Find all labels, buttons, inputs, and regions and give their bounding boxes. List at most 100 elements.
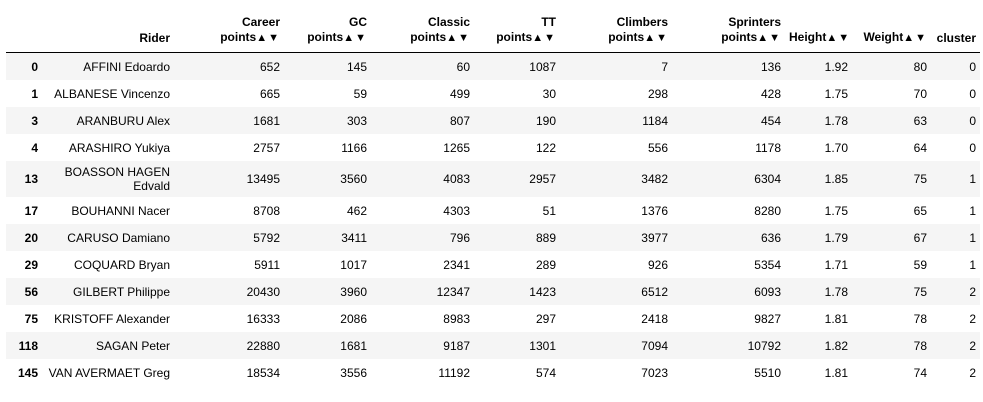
- table-cell: 454: [760, 113, 781, 128]
- sort-ascending-icon[interactable]: ▲: [826, 32, 839, 44]
- rider-name-cell: AFFINI Edoardo: [83, 59, 170, 74]
- table-row: 118 SAGAN Peter 22880 1681 9187 1301 7094 10792…: [6, 332, 980, 359]
- index-header: [6, 6, 42, 53]
- table-cell: 926: [647, 257, 668, 272]
- column-header-height[interactable]: Height▲▼: [785, 6, 852, 53]
- table-cell: 298: [647, 86, 668, 101]
- table-header: Rider Career points▲▼ GC points▲▼ Classic poin…: [6, 6, 980, 53]
- table-cell: 428: [760, 86, 781, 101]
- column-header-points-gc[interactable]: GC points▲▼: [284, 6, 371, 53]
- dataframe-table: Rider Career points▲▼ GC points▲▼ Classic poin…: [6, 6, 980, 386]
- table-row: 13 BOASSON HAGEN Edvald 13495 3560 4083 2957 3…: [6, 161, 980, 197]
- column-header-line1: Sprinters: [728, 15, 781, 29]
- sort-ascending-icon[interactable]: ▲: [446, 32, 459, 44]
- column-header-points-classic[interactable]: Classic points▲▼: [371, 6, 474, 53]
- table-row: 56 GILBERT Philippe 20430 3960 12347 1423 6512…: [6, 278, 980, 305]
- table-cell: 0: [969, 113, 976, 128]
- table-cell: 7094: [641, 338, 668, 353]
- row-index: 3: [31, 113, 38, 128]
- table-cell: 3411: [341, 230, 367, 245]
- table-cell: 78: [913, 338, 927, 353]
- column-header-label: cluster: [936, 31, 976, 45]
- sort-ascending-icon[interactable]: ▲: [343, 32, 356, 44]
- table-cell: 9187: [443, 338, 470, 353]
- column-header-points-tt[interactable]: TT points▲▼: [474, 6, 560, 53]
- column-header-points-career[interactable]: Career points▲▼: [174, 6, 284, 53]
- sort-ascending-icon[interactable]: ▲: [757, 32, 770, 44]
- row-index: 20: [24, 230, 38, 245]
- table-cell: 0: [969, 140, 976, 155]
- column-header-points-sprinters[interactable]: Sprinters points▲▼: [672, 6, 785, 53]
- rider-name-cell: CARUSO Damiano: [67, 230, 170, 245]
- column-header-label: points: [410, 30, 447, 44]
- rider-name-cell: ARASHIRO Yukiya: [68, 140, 170, 155]
- row-index: 29: [24, 257, 38, 272]
- table-cell: 30: [542, 86, 556, 101]
- table-row: 20 CARUSO Damiano 5792 3411 796 889 3977 636 1.7…: [6, 224, 980, 251]
- table-cell: 1: [969, 257, 976, 272]
- table-cell: 7: [661, 59, 668, 74]
- row-index: 145: [17, 365, 38, 380]
- sort-ascending-icon[interactable]: ▲: [256, 32, 269, 44]
- sort-descending-icon[interactable]: ▼: [838, 32, 851, 44]
- sort-descending-icon[interactable]: ▼: [355, 32, 367, 44]
- table-cell: 2: [969, 338, 976, 353]
- table-cell: 0: [969, 86, 976, 101]
- row-index: 4: [31, 140, 38, 155]
- table-cell: 1.78: [824, 113, 848, 128]
- sort-descending-icon[interactable]: ▼: [769, 32, 781, 44]
- sort-descending-icon[interactable]: ▼: [268, 32, 280, 44]
- table-cell: 65: [913, 203, 927, 218]
- table-cell: 145: [346, 59, 367, 74]
- sort-descending-icon[interactable]: ▼: [656, 32, 668, 44]
- table-cell: 190: [535, 113, 556, 128]
- column-header-points-climbers[interactable]: Climbers points▲▼: [560, 6, 672, 53]
- sort-ascending-icon[interactable]: ▲: [903, 32, 916, 44]
- table-cell: 1681: [340, 338, 367, 353]
- table-cell: 2: [969, 311, 976, 326]
- column-header-label: points: [220, 30, 257, 44]
- table-cell: 665: [259, 86, 280, 101]
- column-header-weight[interactable]: Weight▲▼: [852, 6, 931, 53]
- table-cell: 297: [535, 311, 556, 326]
- table-cell: 60: [456, 59, 470, 74]
- column-header-line1: Classic: [427, 15, 470, 29]
- column-header-line1: Climbers: [616, 15, 668, 29]
- sort-descending-icon[interactable]: ▼: [915, 32, 927, 44]
- table-cell: 636: [760, 230, 781, 245]
- column-header-rider: Rider: [42, 6, 174, 53]
- table-cell: 67: [913, 230, 927, 245]
- sort-ascending-icon[interactable]: ▲: [644, 32, 657, 44]
- table-body: 0 AFFINI Edoardo 652 145 60 1087 7 136 1.92 80 0 1 A…: [6, 52, 980, 387]
- table-cell: 1.75: [824, 86, 848, 101]
- table-row: 145 VAN AVERMAET Greg 18534 3556 11192 574 702…: [6, 359, 980, 386]
- table-cell: 1: [969, 172, 976, 186]
- sort-descending-icon[interactable]: ▼: [544, 32, 556, 44]
- sort-ascending-icon[interactable]: ▲: [532, 32, 545, 44]
- table-cell: 74: [913, 365, 927, 380]
- table-cell: 51: [542, 203, 556, 218]
- table-cell: 5354: [754, 257, 781, 272]
- table-cell: 5510: [754, 365, 781, 380]
- table-cell: 1301: [529, 338, 556, 353]
- table-cell: 75: [913, 284, 927, 299]
- table-row: 3 ARANBURU Alex 1681 303 807 190 1184 454 1.78 63…: [6, 107, 980, 134]
- table-cell: 10792: [747, 338, 781, 353]
- table-cell: 1184: [642, 113, 668, 128]
- sort-descending-icon[interactable]: ▼: [458, 32, 470, 44]
- table-cell: 574: [535, 365, 556, 380]
- table-cell: 1166: [341, 140, 367, 155]
- row-index: 118: [18, 338, 38, 353]
- table-cell: 59: [353, 86, 367, 101]
- table-cell: 1.92: [824, 59, 848, 74]
- table-cell: 64: [913, 140, 927, 155]
- row-index: 75: [24, 311, 38, 326]
- table-cell: 22880: [246, 338, 280, 353]
- table-cell: 80: [913, 59, 927, 74]
- table-cell: 1.81: [824, 365, 848, 380]
- table-cell: 8708: [253, 203, 280, 218]
- column-header-label: Rider: [139, 31, 170, 45]
- table-row: 75 KRISTOFF Alexander 16333 2086 8983 297 2418…: [6, 305, 980, 332]
- table-cell: 6512: [641, 284, 668, 299]
- table-cell: 1.85: [824, 172, 848, 186]
